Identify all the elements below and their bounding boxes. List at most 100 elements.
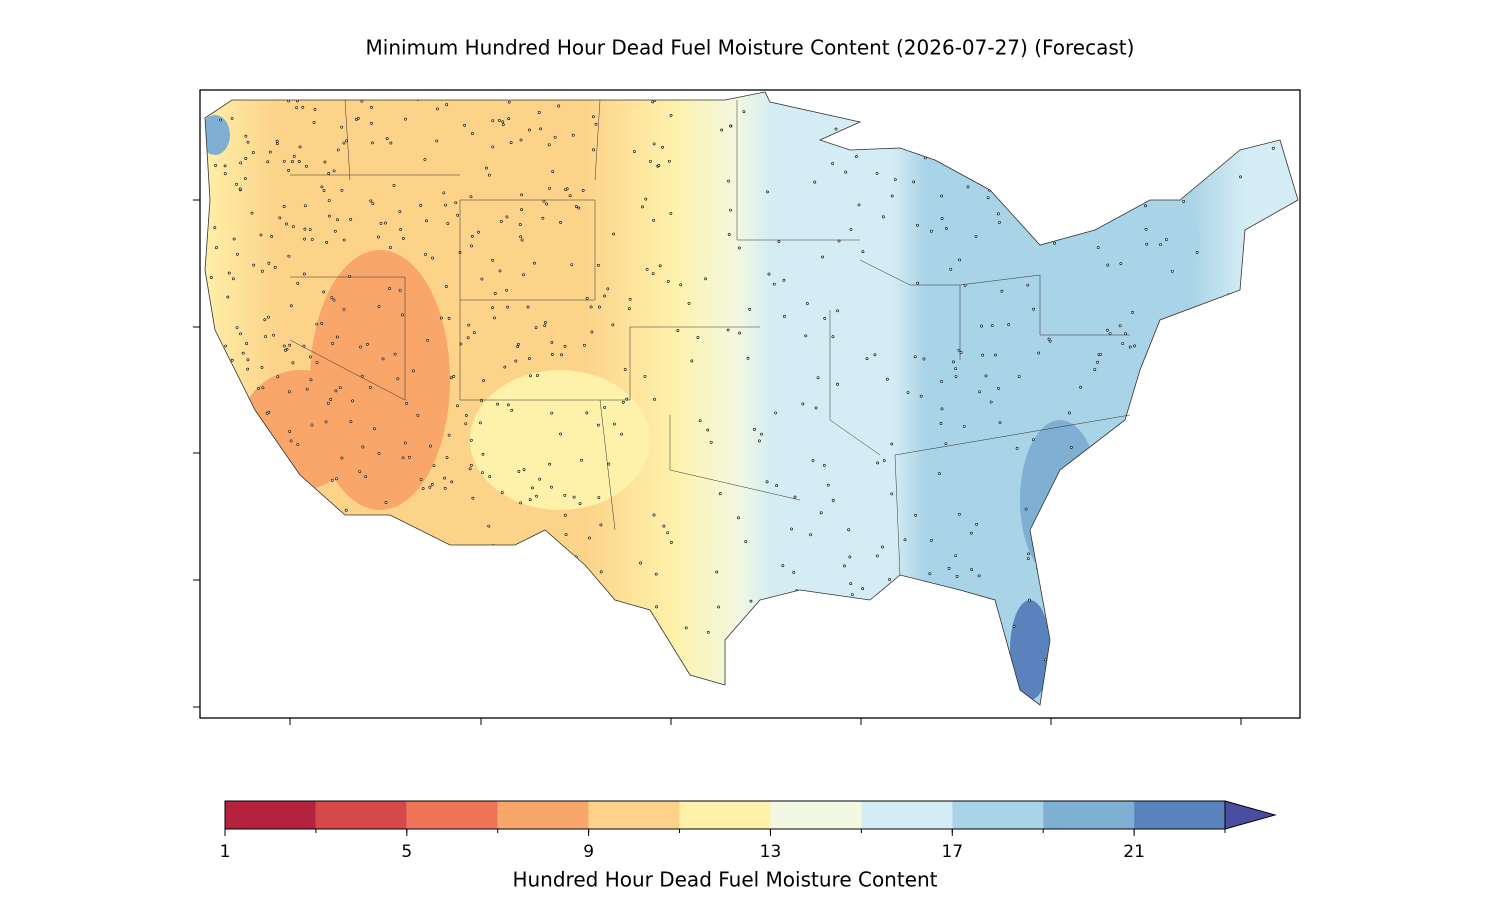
- station: [219, 118, 222, 122]
- station: [679, 283, 683, 287]
- station: [235, 326, 239, 330]
- station: [329, 398, 333, 401]
- station: [944, 442, 948, 446]
- station: [464, 422, 468, 426]
- station: [468, 467, 472, 471]
- station: [698, 419, 702, 423]
- station: [666, 531, 670, 535]
- station: [804, 334, 808, 338]
- station: [535, 494, 538, 498]
- station: [469, 463, 473, 467]
- station: [822, 464, 826, 467]
- station: [288, 343, 292, 347]
- station: [782, 278, 786, 282]
- station: [628, 297, 632, 301]
- station: [757, 439, 761, 443]
- station: [1079, 385, 1083, 389]
- station: [428, 485, 432, 489]
- station: [748, 307, 752, 311]
- station: [944, 227, 948, 230]
- station: [520, 238, 524, 242]
- station: [544, 321, 547, 324]
- station: [398, 210, 402, 214]
- station: [267, 261, 271, 265]
- station: [865, 357, 869, 361]
- station: [528, 357, 531, 360]
- station: [1182, 199, 1186, 203]
- station: [1031, 438, 1035, 442]
- station: [563, 344, 567, 348]
- station: [384, 501, 388, 504]
- station: [510, 408, 514, 412]
- station: [470, 132, 474, 135]
- station: [522, 273, 525, 277]
- station: [890, 492, 894, 496]
- station: [563, 513, 567, 517]
- station: [753, 427, 756, 431]
- station: [590, 330, 594, 334]
- station: [315, 361, 319, 364]
- station: [444, 285, 448, 288]
- station: [250, 211, 254, 215]
- station: [377, 235, 380, 239]
- station: [876, 461, 880, 465]
- station: [819, 511, 823, 515]
- station: [401, 237, 405, 240]
- station: [401, 456, 405, 460]
- station: [940, 194, 944, 198]
- station: [1026, 283, 1030, 287]
- station: [793, 495, 797, 499]
- station: [246, 358, 250, 362]
- station: [690, 359, 694, 363]
- station: [516, 345, 520, 349]
- station: [429, 444, 432, 448]
- station: [518, 223, 522, 226]
- station: [310, 238, 314, 241]
- station: [821, 255, 824, 259]
- station: [893, 178, 897, 182]
- station: [309, 378, 313, 382]
- station: [214, 164, 217, 167]
- station: [669, 114, 673, 117]
- station: [949, 267, 953, 271]
- station: [919, 394, 923, 398]
- station: [765, 480, 769, 484]
- station: [954, 375, 958, 378]
- station: [361, 445, 365, 449]
- station: [443, 476, 447, 480]
- station: [545, 202, 549, 206]
- station: [1027, 552, 1030, 556]
- station: [998, 421, 1002, 425]
- station: [588, 536, 591, 540]
- station: [303, 204, 307, 208]
- station: [244, 157, 248, 160]
- station: [1099, 352, 1103, 356]
- station: [1012, 624, 1016, 628]
- station: [326, 401, 330, 405]
- station: [509, 141, 513, 145]
- station: [720, 128, 724, 132]
- station: [1108, 332, 1112, 335]
- station: [809, 533, 812, 537]
- station: [1121, 342, 1125, 345]
- station: [477, 230, 480, 234]
- station: [335, 335, 339, 339]
- station: [1133, 344, 1136, 348]
- station: [239, 161, 243, 165]
- station: [881, 545, 884, 549]
- station: [881, 215, 885, 219]
- station: [607, 462, 611, 466]
- station: [365, 342, 369, 346]
- station: [783, 315, 786, 318]
- station: [320, 185, 324, 189]
- station: [308, 355, 312, 359]
- station: [929, 229, 933, 233]
- station: [358, 470, 362, 473]
- station: [612, 422, 616, 426]
- station: [875, 554, 879, 558]
- station: [727, 179, 730, 183]
- station: [854, 155, 858, 159]
- station: [687, 301, 691, 305]
- station: [449, 376, 453, 380]
- station: [227, 271, 231, 275]
